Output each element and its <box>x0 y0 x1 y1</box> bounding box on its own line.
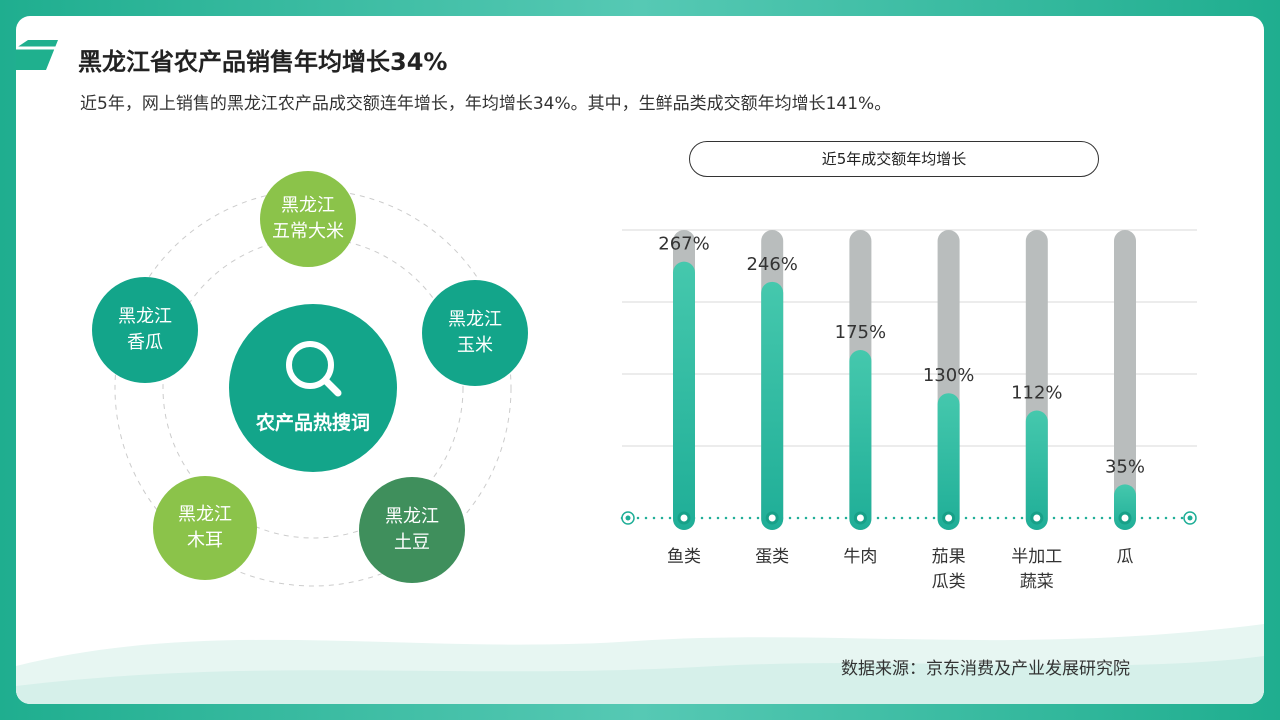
diagram-center-label: 农产品热搜词 <box>255 412 371 434</box>
bar-base-marker <box>1030 511 1044 525</box>
x-tick-label: 蛋类 <box>755 547 790 567</box>
bar-base-marker <box>677 511 691 525</box>
bar-base-marker <box>853 511 867 525</box>
bar <box>937 393 960 530</box>
value-label: 112% <box>1011 382 1062 403</box>
bar <box>673 261 695 530</box>
title: 黑龙江省农产品销售年均增长34% <box>78 48 448 76</box>
bar-track <box>1114 230 1136 530</box>
baseline-end-dot <box>1187 515 1193 521</box>
x-tick-label: 牛肉 <box>843 547 878 567</box>
value-label: 246% <box>746 254 797 275</box>
baseline-end-dot <box>625 515 631 521</box>
diagram-node-label: 黑龙江 香瓜 <box>118 306 172 353</box>
diagram-node <box>92 277 198 383</box>
bar-base-marker <box>942 511 956 525</box>
value-label: 267% <box>658 234 709 255</box>
diagram-node <box>359 477 465 583</box>
chart-title: 近5年成交额年均增长 <box>689 141 1099 177</box>
diagram-node <box>422 280 528 386</box>
background-wave <box>16 40 1264 704</box>
x-tick-label: 鱼类 <box>667 547 701 567</box>
x-tick-label: 瓜 <box>1116 547 1134 567</box>
bar <box>1025 410 1048 530</box>
diagram-node <box>260 171 356 267</box>
x-tick-label: 茄果 瓜类 <box>931 547 966 592</box>
diagram-node <box>153 476 257 580</box>
value-label: 35% <box>1105 456 1145 477</box>
diagram-node-label: 黑龙江 五常大米 <box>272 195 344 242</box>
source: 数据来源：京东消费及产业发展研究院 <box>841 659 1130 679</box>
subtitle: 近5年，网上销售的黑龙江农产品成交额连年增长，年均增长34%。其中，生鲜品类成交… <box>80 94 892 114</box>
x-tick-label: 半加工 蔬菜 <box>1011 547 1063 592</box>
diagram-node-label: 黑龙江 玉米 <box>448 309 502 356</box>
value-label: 175% <box>835 322 886 343</box>
bar <box>849 350 872 530</box>
diagram-node-label: 黑龙江 土豆 <box>385 506 439 553</box>
bar-base-marker <box>1118 511 1132 525</box>
value-label: 130% <box>923 365 974 386</box>
bar <box>761 281 784 530</box>
diagram-node-label: 黑龙江 木耳 <box>178 504 232 551</box>
bar-base-marker <box>765 511 779 525</box>
card: 黑龙江省农产品销售年均增长34% 近5年，网上销售的黑龙江农产品成交额连年增长，… <box>16 16 1264 704</box>
